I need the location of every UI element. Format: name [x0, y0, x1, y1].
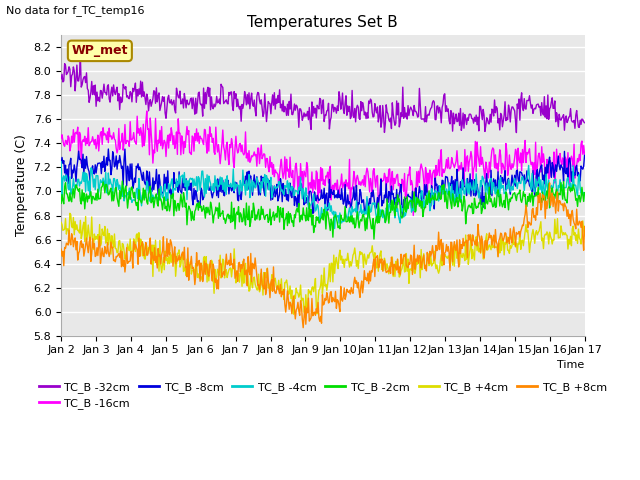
Legend: TC_B -32cm, TC_B -16cm, TC_B -8cm, TC_B -4cm, TC_B -2cm, TC_B +4cm, TC_B +8cm: TC_B -32cm, TC_B -16cm, TC_B -8cm, TC_B … [35, 377, 611, 413]
Text: No data for f_TC_temp16: No data for f_TC_temp16 [6, 5, 145, 16]
Y-axis label: Temperature (C): Temperature (C) [15, 134, 28, 237]
Title: Temperatures Set B: Temperatures Set B [248, 15, 398, 30]
Text: Time: Time [557, 360, 584, 370]
Text: WP_met: WP_met [72, 44, 128, 57]
